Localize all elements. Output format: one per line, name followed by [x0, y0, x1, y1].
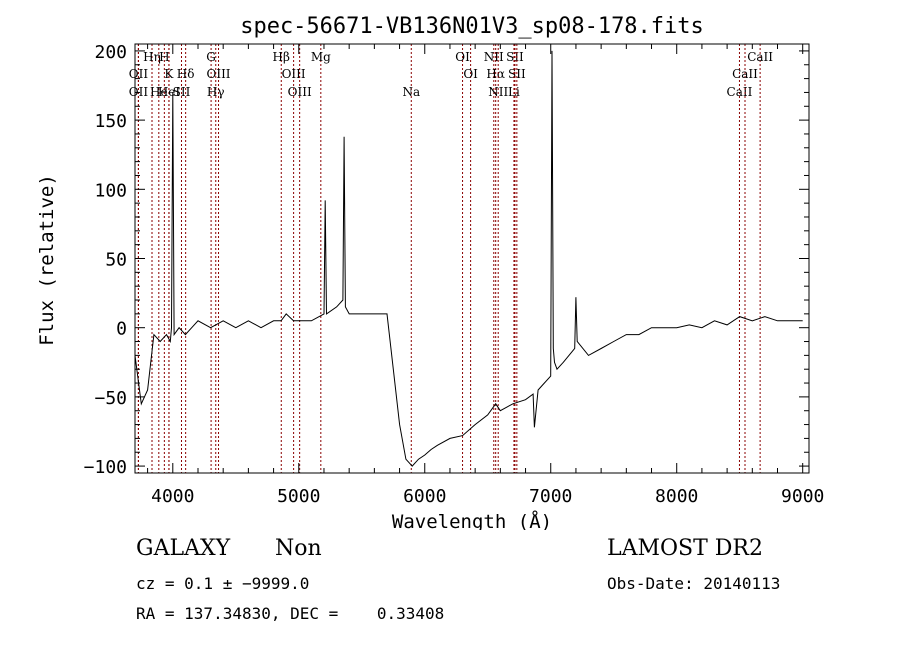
line-marker-label: Hβ: [273, 50, 290, 64]
y-tick-label: −50: [94, 388, 127, 409]
obs-date: Obs-Date: 20140113: [607, 574, 781, 593]
line-marker-label: Hγ: [207, 85, 225, 99]
y-tick-label: 0: [116, 319, 127, 340]
line-marker-label: OI: [463, 67, 478, 81]
line-marker-label: SII: [506, 50, 524, 64]
survey-name: LAMOST DR2: [607, 536, 763, 561]
redshift-line: cz = 0.1 ± −9999.0: [136, 574, 310, 593]
object-subclass: Non: [275, 536, 322, 561]
line-marker-label: Hα: [486, 67, 505, 81]
line-marker-label: CaII: [727, 85, 753, 99]
y-tick-label: 200: [94, 42, 127, 63]
line-marker-label: NII: [488, 85, 508, 99]
line-marker-label: Na: [402, 85, 420, 99]
y-tick-label: 100: [94, 180, 127, 201]
line-marker-label: Mg: [311, 50, 331, 64]
line-marker-label: H: [159, 50, 169, 64]
spectrum-line: [134, 50, 803, 467]
line-marker-label: OI: [455, 50, 470, 64]
line-marker-label: Li: [508, 85, 520, 99]
y-tick-label: −100: [84, 457, 127, 478]
chart-title: spec-56671-VB136N01V3_sp08-178.fits: [240, 14, 704, 39]
x-tick-label: 7000: [529, 486, 572, 507]
x-tick-label: 9000: [781, 486, 824, 507]
line-marker-label: SII: [173, 85, 191, 99]
object-class: GALAXY: [136, 536, 231, 561]
emission-line-markers: OIIOIIHηHeHKHeISIIHδGOIIIHγHβOIIIOIIIMgN…: [129, 44, 773, 473]
line-marker-label: CaII: [747, 50, 773, 64]
x-axis-label: Wavelength (Å): [392, 510, 552, 530]
line-marker-label: G: [206, 50, 216, 64]
line-marker-label: HeI: [158, 85, 181, 99]
axis-ticks: 4000 5000 6000 7000 8000 9000 −100 −50 0 50 100 150…: [84, 42, 825, 507]
line-marker-label: Hη: [143, 50, 161, 64]
line-marker-label: NII: [484, 50, 504, 64]
line-marker-label: Hδ: [177, 67, 195, 81]
x-tick-label: 4000: [151, 486, 194, 507]
plot-frame: [134, 43, 810, 474]
x-tick-label: 5000: [277, 486, 320, 507]
line-marker-label: OIII: [288, 85, 312, 99]
y-axis-label: Flux (relative): [36, 174, 58, 346]
x-tick-label: 8000: [655, 486, 698, 507]
x-tick-label: 6000: [403, 486, 446, 507]
y-tick-label: 150: [94, 111, 127, 132]
line-marker-label: He: [150, 85, 168, 99]
line-marker-label: OIII: [282, 67, 306, 81]
coordinates: RA = 137.34830, DEC = 0.33408: [136, 604, 445, 623]
line-marker-label: OIII: [206, 67, 230, 81]
line-marker-label: SII: [508, 67, 526, 81]
spectrum-plot: spec-56671-VB136N01V3_sp08-178.fits OIIO…: [36, 14, 825, 530]
line-marker-label: CaII: [732, 67, 758, 81]
y-tick-label: 50: [105, 250, 127, 271]
